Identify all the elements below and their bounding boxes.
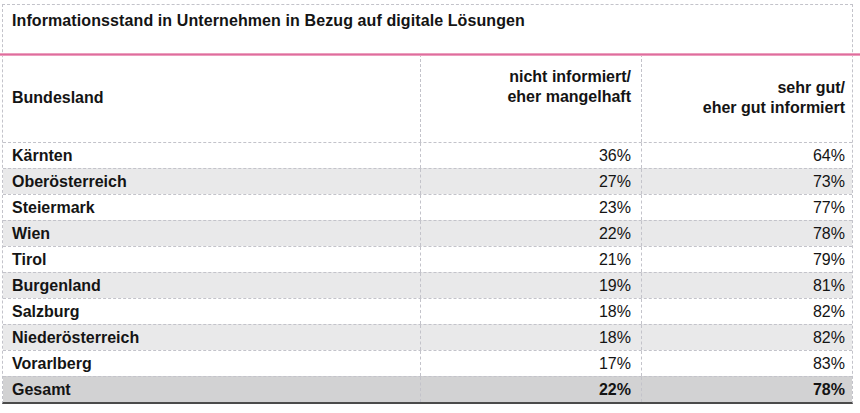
table-body: Kärnten 36% 64% Oberösterreich 27% 73% S… — [3, 142, 852, 402]
table-header-row: Bundesland nicht informiert/ eher mangel… — [3, 54, 852, 142]
not-informed-cell: 22% — [420, 221, 641, 246]
well-informed-cell: 78% — [641, 377, 852, 402]
table-row: Kärnten 36% 64% — [3, 142, 852, 168]
not-informed-cell: 23% — [420, 195, 641, 220]
page-title: Informationsstand in Unternehmen in Bezu… — [3, 5, 852, 54]
column-header-not-informed: nicht informiert/ eher mangelhaft — [420, 54, 641, 142]
table-row: Burgenland 19% 81% — [3, 272, 852, 298]
well-informed-cell: 82% — [641, 325, 852, 350]
bundesland-cell: Oberösterreich — [3, 169, 420, 194]
not-informed-cell: 18% — [420, 325, 641, 350]
bundesland-cell: Gesamt — [3, 377, 420, 402]
table-row: Steiermark 23% 77% — [3, 194, 852, 220]
not-informed-cell: 27% — [420, 169, 641, 194]
bundesland-cell: Steiermark — [3, 195, 420, 220]
table-row: Salzburg 18% 82% — [3, 298, 852, 324]
bundesland-cell: Salzburg — [3, 299, 420, 324]
column-header-label: Bundesland — [12, 89, 104, 107]
table-row: Vorarlberg 17% 83% — [3, 350, 852, 376]
well-informed-cell: 64% — [641, 143, 852, 168]
data-table: Informationsstand in Unternehmen in Bezu… — [2, 4, 853, 404]
title-text: Informationsstand in Unternehmen in Bezu… — [12, 12, 525, 29]
well-informed-cell: 73% — [641, 169, 852, 194]
well-informed-cell: 82% — [641, 299, 852, 324]
well-informed-cell: 83% — [641, 351, 852, 376]
not-informed-cell: 36% — [420, 143, 641, 168]
well-informed-cell: 77% — [641, 195, 852, 220]
bundesland-cell: Kärnten — [3, 143, 420, 168]
column-header-label: nicht informiert/ eher mangelhaft — [507, 67, 631, 107]
accent-divider — [0, 53, 860, 56]
table-row-total: Gesamt 22% 78% — [3, 376, 852, 402]
table-row: Niederösterreich 18% 82% — [3, 324, 852, 350]
table-row: Tirol 21% 79% — [3, 246, 852, 272]
bundesland-cell: Vorarlberg — [3, 351, 420, 376]
not-informed-cell: 22% — [420, 377, 641, 402]
not-informed-cell: 19% — [420, 273, 641, 298]
bundesland-cell: Burgenland — [3, 273, 420, 298]
column-header-well-informed: sehr gut/ eher gut informiert — [641, 54, 852, 142]
well-informed-cell: 81% — [641, 273, 852, 298]
column-header-label: sehr gut/ eher gut informiert — [703, 78, 845, 118]
bundesland-cell: Wien — [3, 221, 420, 246]
table-row: Wien 22% 78% — [3, 220, 852, 246]
not-informed-cell: 17% — [420, 351, 641, 376]
survey-table-screenshot: Informationsstand in Unternehmen in Bezu… — [0, 0, 860, 413]
well-informed-cell: 78% — [641, 221, 852, 246]
not-informed-cell: 18% — [420, 299, 641, 324]
well-informed-cell: 79% — [641, 247, 852, 272]
table-row: Oberösterreich 27% 73% — [3, 168, 852, 194]
bundesland-cell: Niederösterreich — [3, 325, 420, 350]
bundesland-cell: Tirol — [3, 247, 420, 272]
not-informed-cell: 21% — [420, 247, 641, 272]
column-header-bundesland: Bundesland — [3, 54, 420, 142]
